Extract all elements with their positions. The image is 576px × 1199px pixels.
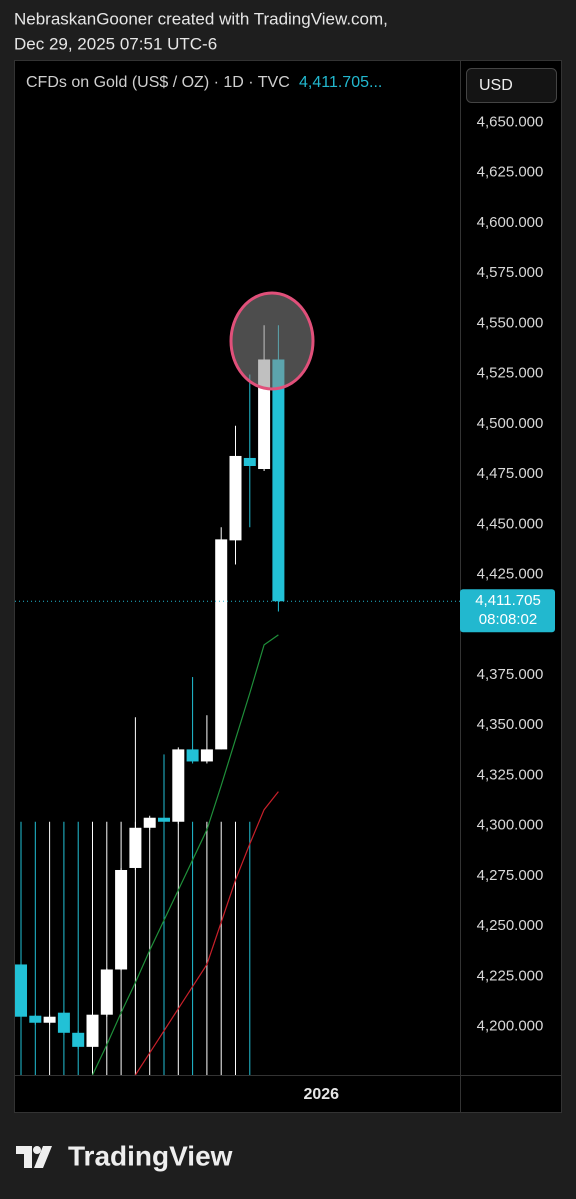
y-tick-label: 4,425.000 [477, 566, 544, 583]
candle-body [115, 869, 128, 970]
y-tick-label: 4,575.000 [477, 264, 544, 281]
candle-body [172, 749, 185, 822]
candle-body [158, 817, 171, 822]
brand-logo: TradingView [16, 1140, 233, 1171]
y-tick-label: 4,550.000 [477, 314, 544, 331]
y-tick-label: 4,475.000 [477, 465, 544, 482]
last-price-box [460, 589, 555, 633]
candle-body [243, 457, 256, 466]
candle-body [215, 539, 228, 750]
candle-body [186, 749, 199, 762]
candle-body [272, 359, 285, 602]
candle-body [43, 1016, 56, 1023]
y-tick-label: 4,275.000 [477, 867, 544, 884]
x-tick-label: 2026 [303, 1086, 339, 1103]
y-tick-label: 4,300.000 [477, 817, 544, 834]
brand-name: TradingView [68, 1140, 233, 1171]
candle-body [15, 964, 28, 1017]
moving-average [134, 791, 279, 1076]
candle-body [72, 1032, 85, 1047]
logo-icon [16, 1146, 52, 1168]
candle-body [100, 969, 113, 1015]
candle-body [29, 1015, 42, 1023]
y-tick-label: 4,350.000 [477, 716, 544, 733]
last-price-label: 4,411.705 [475, 592, 541, 609]
date-line: Dec 29, 2025 07:51 UTC-6 [14, 34, 217, 53]
candle-body [57, 1012, 70, 1033]
candle-body [129, 827, 142, 868]
y-tick-label: 4,600.000 [477, 214, 544, 231]
y-tick-label: 4,250.000 [477, 917, 544, 934]
y-tick-label: 4,650.000 [477, 113, 544, 130]
y-tick-label: 4,625.000 [477, 164, 544, 181]
candle-body [200, 749, 213, 762]
legend-value: 4,411.705... [299, 74, 382, 91]
candle-body [143, 817, 156, 828]
y-tick-label: 4,525.000 [477, 365, 544, 382]
highlight-circle [229, 291, 315, 391]
y-tick-label: 4,200.000 [477, 1018, 544, 1035]
moving-average [91, 634, 279, 1076]
logo-dot [33, 1146, 41, 1154]
countdown-label: 08:08:02 [479, 611, 537, 628]
y-tick-label: 4,225.000 [477, 967, 544, 984]
candle-body [86, 1014, 99, 1047]
candle-body [229, 455, 242, 541]
author-line: NebraskanGooner created with TradingView… [14, 9, 388, 28]
currency-label: USD [479, 77, 513, 94]
chart-title: CFDs on Gold (US$ / OZ) · 1D · TVC [26, 74, 290, 91]
chart-frame [14, 60, 562, 1113]
y-tick-label: 4,375.000 [477, 666, 544, 683]
y-tick-label: 4,450.000 [477, 515, 544, 532]
y-tick-label: 4,500.000 [477, 415, 544, 432]
currency-button[interactable] [466, 68, 557, 103]
y-tick-label: 4,325.000 [477, 766, 544, 783]
